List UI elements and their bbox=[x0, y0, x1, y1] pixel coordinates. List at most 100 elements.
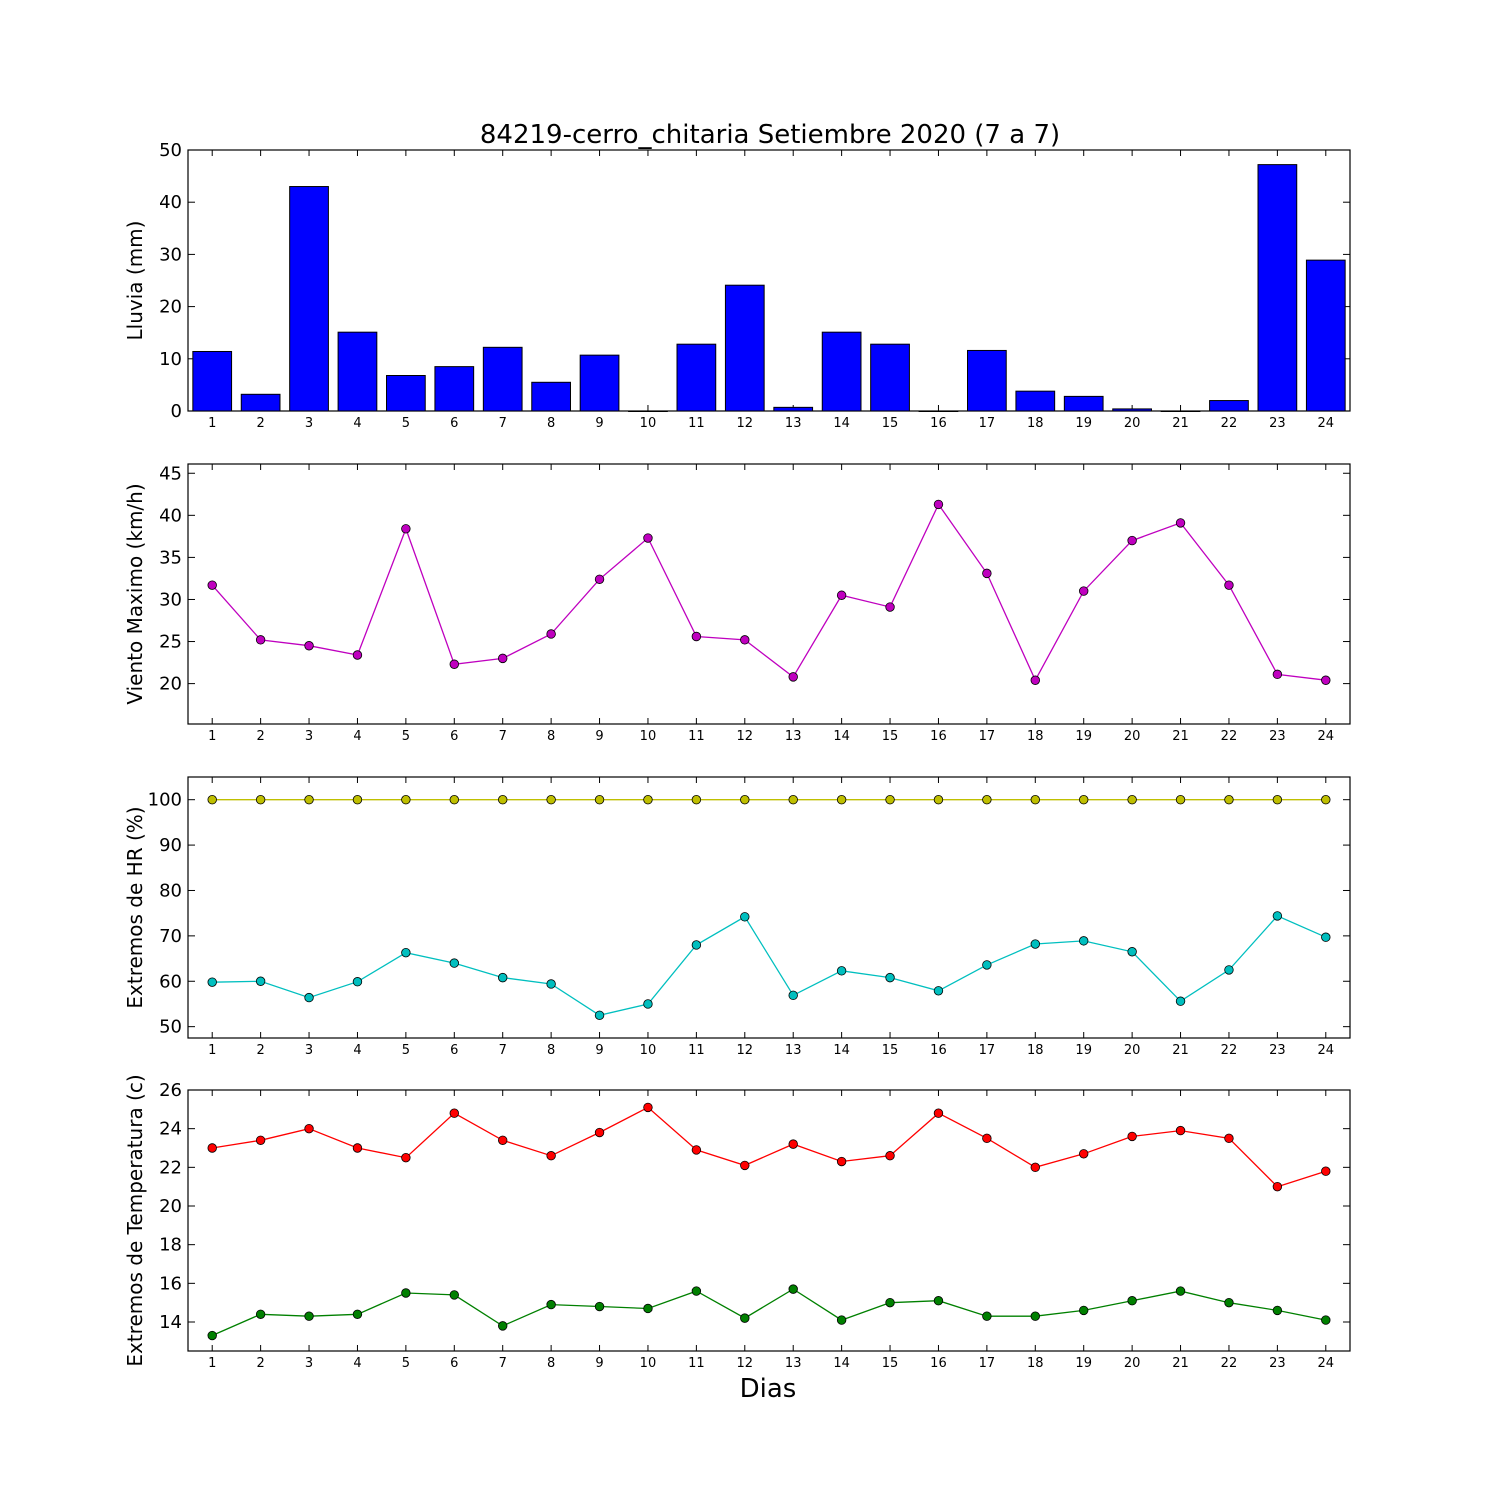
x-tick-label: 21 bbox=[1172, 416, 1189, 431]
data-point bbox=[1272, 1181, 1283, 1192]
y-tick-label: 24 bbox=[159, 1119, 182, 1140]
data-point bbox=[594, 574, 605, 584]
data-point bbox=[546, 629, 556, 639]
data-point bbox=[691, 940, 702, 950]
y-axis-label: Extremos de HR (%) bbox=[123, 806, 147, 1008]
x-tick-label: 23 bbox=[1269, 1356, 1286, 1371]
x-tick-label: 15 bbox=[882, 729, 899, 744]
data-point bbox=[885, 972, 895, 983]
x-tick-label: 11 bbox=[688, 416, 705, 431]
bar bbox=[870, 343, 910, 412]
data-point bbox=[352, 1143, 363, 1153]
data-point bbox=[207, 794, 217, 805]
data-point bbox=[982, 794, 992, 805]
x-tick-label: 5 bbox=[402, 729, 410, 744]
series-line bbox=[212, 915, 1327, 1016]
data-point bbox=[449, 794, 459, 805]
data-point bbox=[836, 966, 847, 976]
x-tick-label: 19 bbox=[1075, 1356, 1092, 1371]
data-point bbox=[691, 1145, 702, 1155]
x-tick-label: 14 bbox=[833, 1043, 850, 1058]
x-tick-label: 15 bbox=[882, 1356, 899, 1371]
x-tick-label: 2 bbox=[256, 729, 264, 744]
plot-area-frame bbox=[187, 776, 1351, 1039]
data-point bbox=[982, 1133, 992, 1144]
bar bbox=[821, 331, 862, 412]
data-point bbox=[304, 641, 314, 651]
x-tick-label: 17 bbox=[979, 729, 996, 744]
data-point bbox=[1175, 1286, 1186, 1296]
data-point bbox=[836, 1156, 847, 1167]
y-tick-label: 90 bbox=[159, 835, 182, 856]
x-tick-label: 3 bbox=[305, 416, 313, 431]
x-tick-label: 17 bbox=[979, 1043, 996, 1058]
data-point bbox=[982, 1311, 992, 1321]
bar bbox=[337, 331, 378, 412]
x-tick-label: 6 bbox=[450, 416, 458, 431]
y-tick-label: 25 bbox=[159, 632, 182, 653]
data-point bbox=[836, 1315, 847, 1325]
series-line bbox=[212, 1106, 1326, 1188]
bar bbox=[1015, 390, 1056, 412]
x-tick-label: 13 bbox=[785, 1356, 802, 1371]
y-tick-label: 60 bbox=[159, 971, 182, 992]
data-point bbox=[546, 979, 556, 989]
x-tick-label: 15 bbox=[882, 416, 899, 431]
data-point bbox=[498, 972, 508, 983]
x-tick-label: 9 bbox=[595, 1043, 603, 1058]
data-point bbox=[546, 794, 556, 805]
data-point bbox=[788, 1139, 798, 1149]
x-tick-label: 14 bbox=[833, 1356, 850, 1371]
y-tick-label: 16 bbox=[159, 1273, 182, 1294]
data-point bbox=[740, 1313, 750, 1323]
x-tick-label: 7 bbox=[499, 1356, 507, 1371]
data-point bbox=[1272, 794, 1283, 805]
x-tick-label: 2 bbox=[256, 1043, 264, 1058]
x-tick-label: 21 bbox=[1172, 1356, 1189, 1371]
data-point bbox=[1030, 675, 1040, 685]
data-point bbox=[304, 1123, 314, 1134]
x-tick-label: 5 bbox=[402, 1043, 410, 1058]
x-tick-label: 1 bbox=[208, 729, 216, 744]
x-tick-label: 8 bbox=[547, 729, 555, 744]
data-point bbox=[836, 794, 847, 805]
y-tick-label: 10 bbox=[159, 349, 182, 370]
x-tick-label: 12 bbox=[737, 729, 754, 744]
data-point bbox=[1321, 1166, 1331, 1176]
x-tick-label: 22 bbox=[1221, 729, 1238, 744]
data-point bbox=[401, 524, 411, 534]
x-tick-label: 2 bbox=[256, 1356, 264, 1371]
data-point bbox=[643, 1303, 653, 1314]
data-point bbox=[836, 590, 847, 600]
x-tick-label: 11 bbox=[688, 729, 705, 744]
data-point bbox=[788, 794, 798, 805]
x-tick-label: 7 bbox=[499, 729, 507, 744]
plot-area-frame bbox=[187, 149, 1351, 412]
x-tick-label: 22 bbox=[1221, 1043, 1238, 1058]
bar bbox=[724, 284, 765, 412]
data-point bbox=[401, 947, 411, 958]
data-point bbox=[740, 1160, 750, 1171]
y-tick-label: 20 bbox=[159, 297, 182, 318]
bar bbox=[434, 366, 475, 412]
bar bbox=[192, 350, 233, 412]
data-point bbox=[788, 672, 798, 682]
x-tick-label: 13 bbox=[785, 729, 802, 744]
data-point bbox=[449, 958, 459, 968]
data-point bbox=[885, 1151, 895, 1161]
data-point bbox=[546, 1151, 556, 1161]
y-tick-label: 40 bbox=[159, 505, 182, 526]
data-point bbox=[352, 650, 363, 660]
y-tick-label: 0 bbox=[171, 401, 182, 422]
x-tick-label: 19 bbox=[1075, 1043, 1092, 1058]
y-tick-label: 30 bbox=[159, 244, 182, 265]
x-tick-label: 18 bbox=[1027, 1043, 1044, 1058]
data-point bbox=[1079, 794, 1089, 805]
x-tick-label: 7 bbox=[499, 416, 507, 431]
x-tick-label: 14 bbox=[833, 416, 850, 431]
x-tick-label: 20 bbox=[1124, 1043, 1141, 1058]
x-tick-label: 21 bbox=[1172, 1043, 1189, 1058]
y-tick-label: 20 bbox=[159, 1196, 182, 1217]
